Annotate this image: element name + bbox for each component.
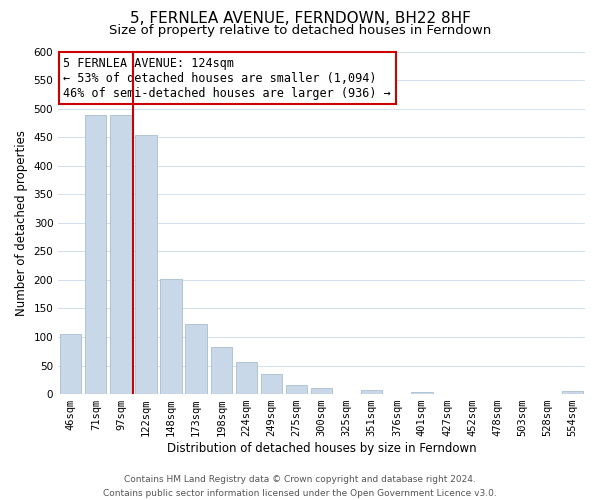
Bar — [60, 334, 82, 394]
Bar — [311, 388, 332, 394]
Bar — [160, 278, 182, 394]
Bar — [562, 391, 583, 394]
Bar — [261, 374, 282, 394]
Bar — [185, 324, 207, 394]
Text: Size of property relative to detached houses in Ferndown: Size of property relative to detached ho… — [109, 24, 491, 37]
Bar — [361, 390, 382, 394]
Bar — [136, 136, 157, 394]
Y-axis label: Number of detached properties: Number of detached properties — [15, 130, 28, 316]
Bar — [236, 362, 257, 394]
Text: 5 FERNLEA AVENUE: 124sqm
← 53% of detached houses are smaller (1,094)
46% of sem: 5 FERNLEA AVENUE: 124sqm ← 53% of detach… — [64, 56, 391, 100]
Text: Contains HM Land Registry data © Crown copyright and database right 2024.
Contai: Contains HM Land Registry data © Crown c… — [103, 476, 497, 498]
Bar — [110, 116, 131, 394]
X-axis label: Distribution of detached houses by size in Ferndown: Distribution of detached houses by size … — [167, 442, 476, 455]
Text: 5, FERNLEA AVENUE, FERNDOWN, BH22 8HF: 5, FERNLEA AVENUE, FERNDOWN, BH22 8HF — [130, 11, 470, 26]
Bar — [85, 116, 106, 394]
Bar — [211, 346, 232, 394]
Bar — [411, 392, 433, 394]
Bar — [286, 385, 307, 394]
